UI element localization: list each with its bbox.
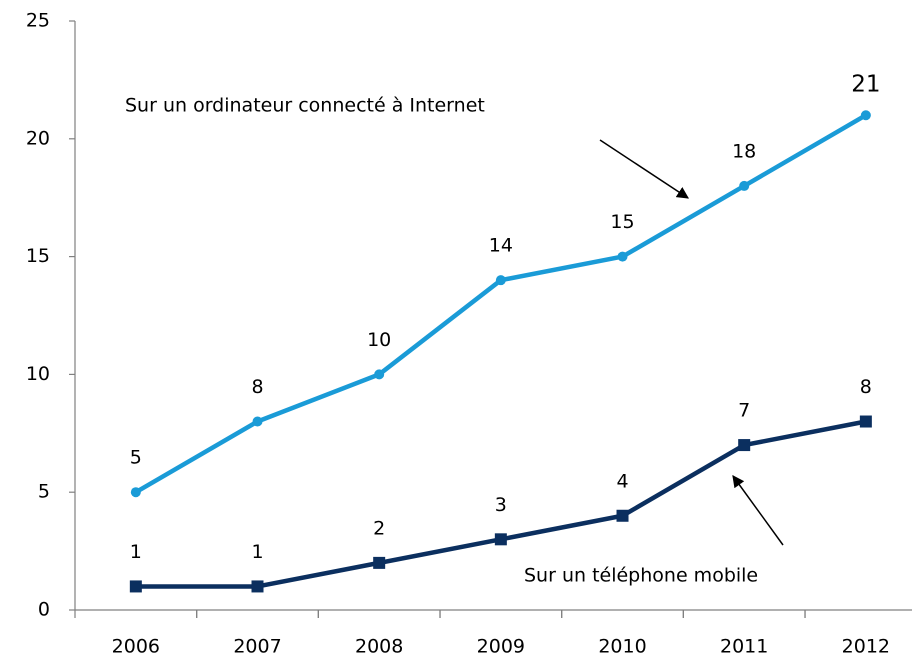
y-tick-label: 15 — [26, 245, 50, 267]
point — [616, 509, 629, 522]
point — [252, 416, 263, 427]
y-tick-label: 25 — [26, 10, 50, 32]
data-label: 8 — [251, 376, 263, 398]
x-tick-label: 2007 — [233, 636, 281, 658]
data-label: 15 — [610, 211, 634, 233]
data-label: 8 — [860, 376, 872, 398]
y-tick-label: 10 — [26, 363, 50, 385]
x-tick-label: 2009 — [477, 636, 525, 658]
point — [495, 275, 506, 286]
point — [374, 369, 385, 380]
point — [129, 580, 142, 593]
y-tick-label: 0 — [38, 599, 50, 621]
series-line — [134, 113, 867, 495]
point — [251, 580, 264, 593]
data-label: 5 — [130, 447, 142, 469]
point — [739, 180, 750, 191]
data-label: 1 — [130, 541, 142, 563]
point — [859, 415, 872, 428]
x-tick-label: 2008 — [355, 636, 403, 658]
data-label: 21 — [851, 72, 880, 98]
point — [373, 556, 386, 569]
data-label: 1 — [251, 541, 263, 563]
data-label: 7 — [738, 400, 750, 422]
y-tick-label: 20 — [26, 127, 50, 149]
data-label: 10 — [367, 329, 391, 351]
y-tick-label: 5 — [38, 481, 50, 503]
x-tick-label: 2011 — [720, 636, 768, 658]
series-label: Sur un téléphone mobile — [524, 565, 758, 587]
point — [130, 487, 141, 498]
point — [617, 251, 628, 262]
point — [738, 439, 751, 452]
data-label: 18 — [732, 140, 756, 162]
series-label: Sur un ordinateur connecté à Internet — [125, 95, 485, 117]
x-tick-label: 2010 — [598, 636, 646, 658]
data-label: 2 — [373, 517, 385, 539]
x-tick-label: 2012 — [842, 636, 890, 658]
data-label: 3 — [495, 494, 507, 516]
point — [860, 110, 871, 121]
point — [494, 533, 507, 546]
annotation-arrow — [732, 475, 784, 546]
annotation-arrow — [599, 139, 690, 199]
data-label: 4 — [616, 470, 628, 492]
x-tick-label: 2006 — [112, 636, 160, 658]
data-label: 14 — [489, 235, 513, 257]
